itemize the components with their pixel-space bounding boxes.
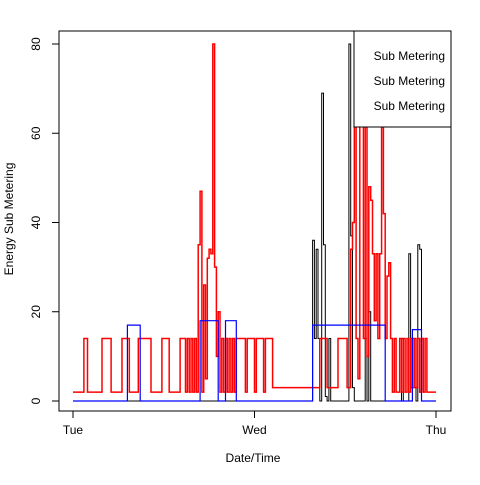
y-tick-label-80: 80 [29,37,43,51]
y-axis: 0 20 40 60 80 [29,37,60,404]
y-axis-title: Energy Sub Metering [2,163,16,276]
x-axis-title: Date/Time [226,451,281,465]
y-tick-label-0: 0 [29,397,43,404]
legend-entry-3: Sub Metering [374,99,445,113]
x-tick-label-tue: Tue [63,423,84,437]
legend-entry-2: Sub Metering [374,74,445,88]
legend-box [353,30,452,128]
series-line-2 [73,43,436,393]
legend-entry-1: Sub Metering [374,49,445,63]
x-tick-label-thu: Thu [426,423,447,437]
x-axis: Tue Wed Thu [63,410,447,437]
y-tick-label-40: 40 [29,216,43,230]
y-tick-label-60: 60 [29,126,43,140]
legend: Sub Metering Sub Metering Sub Metering [353,30,452,128]
series-line-3 [73,320,436,402]
y-tick-label-20: 20 [29,305,43,319]
x-tick-label-wed: Wed [242,423,266,437]
series-layer [73,43,436,402]
